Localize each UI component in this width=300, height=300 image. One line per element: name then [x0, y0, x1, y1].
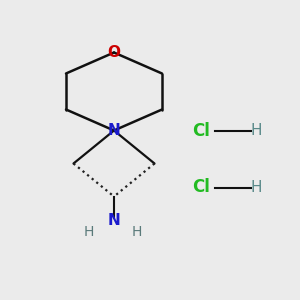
Text: Cl: Cl: [192, 122, 210, 140]
Text: H: H: [251, 123, 262, 138]
Text: N: N: [108, 123, 120, 138]
Text: O: O: [107, 45, 121, 60]
Text: H: H: [251, 180, 262, 195]
Text: H: H: [131, 225, 142, 238]
Text: Cl: Cl: [192, 178, 210, 196]
Text: H: H: [83, 225, 94, 238]
Text: N: N: [108, 213, 120, 228]
